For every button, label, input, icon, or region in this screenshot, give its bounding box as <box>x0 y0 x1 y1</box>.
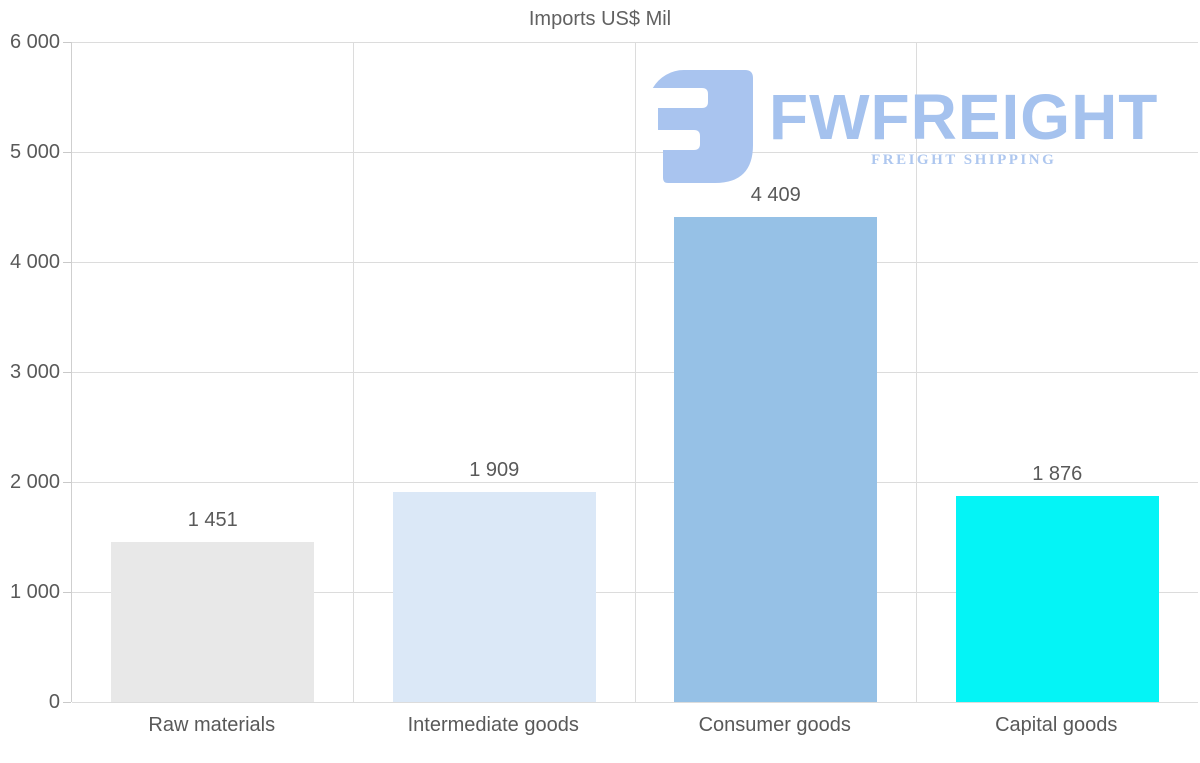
bar-value-label: 1 876 <box>1032 462 1083 485</box>
category-label: Intermediate goods <box>407 714 579 736</box>
bar-consumer-goods <box>674 217 878 702</box>
x-gridline <box>916 42 917 702</box>
category-label: Raw materials <box>148 714 276 736</box>
x-gridline <box>634 42 636 702</box>
y-tick-mark <box>63 481 71 483</box>
bar-raw-materials <box>111 542 315 702</box>
ytick-label: 6 000 <box>9 31 60 53</box>
y-tick-mark <box>63 261 71 263</box>
ytick-label: 1 000 <box>9 581 60 603</box>
ytick-label: 0 <box>48 691 60 713</box>
y-tick-mark <box>63 151 71 153</box>
logo-wordmark: FWFREIGHT <box>769 81 1159 154</box>
watermark-logo: FWFREIGHT FREIGHT SHIPPING <box>648 69 1159 188</box>
category-label: Capital goods <box>995 714 1118 736</box>
bar-value-label: 4 409 <box>750 184 801 207</box>
x-gridline <box>353 42 354 702</box>
bar-value-label: 1 909 <box>469 459 520 482</box>
plot-area: 1 451 1 909 4 409 1 876 <box>71 41 1198 703</box>
y-tick-mark <box>63 371 71 373</box>
ytick-label: 5 000 <box>9 141 60 163</box>
fwfreight-logo-icon <box>648 69 753 188</box>
bar-capital-goods <box>955 495 1159 702</box>
logo-subtitle: FREIGHT SHIPPING <box>871 151 1057 168</box>
ytick-label: 4 000 <box>9 251 60 273</box>
logo-text-block: FWFREIGHT FREIGHT SHIPPING <box>769 81 1159 169</box>
y-tick-mark <box>63 41 71 43</box>
ytick-label: 3 000 <box>9 361 60 383</box>
category-label: Consumer goods <box>698 714 851 736</box>
bar-intermediate-goods <box>392 492 596 702</box>
y-gridline <box>72 701 1198 703</box>
y-tick-mark <box>63 701 71 703</box>
ytick-label: 2 000 <box>9 471 60 493</box>
bar-value-label: 1 451 <box>187 509 238 532</box>
y-tick-mark <box>63 591 71 593</box>
chart-title: Imports US$ Mil <box>528 8 672 30</box>
